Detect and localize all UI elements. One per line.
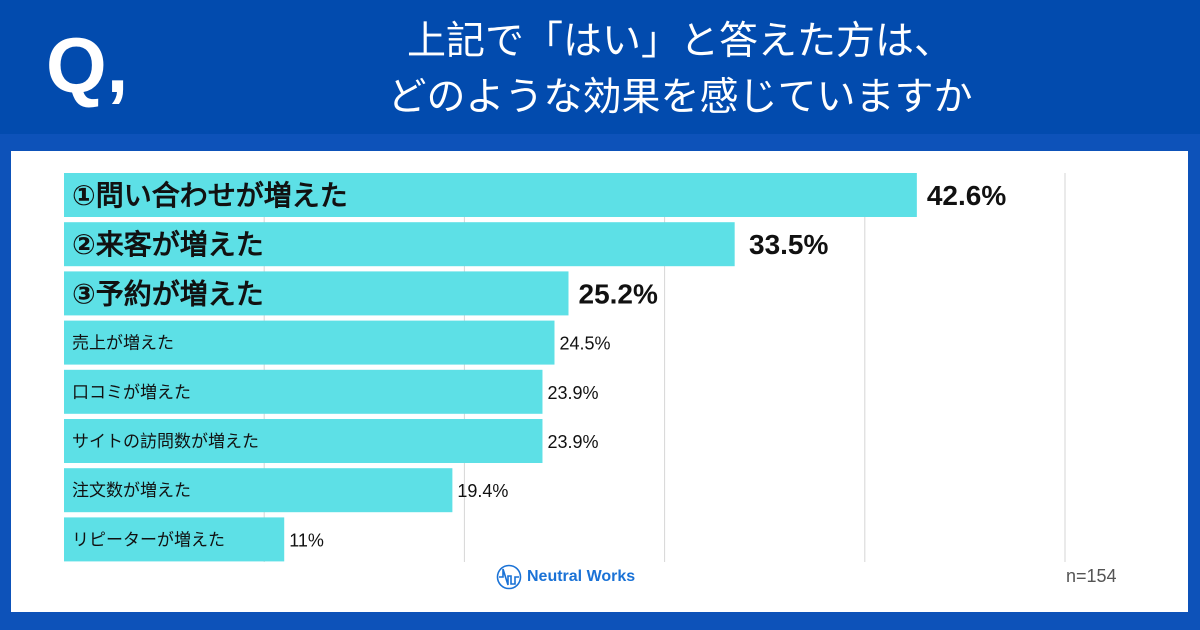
data-label: 24.5%	[559, 334, 610, 354]
bar	[64, 222, 735, 267]
bar	[64, 468, 453, 513]
data-label: 19.4%	[457, 481, 508, 501]
logo: Neutral Works	[496, 564, 635, 590]
bar	[64, 369, 543, 414]
category-label: リピーターが増えた	[72, 530, 225, 550]
data-label: 11%	[289, 530, 324, 550]
title-line-2: どのような効果を感じていますか	[387, 75, 973, 120]
question-title: 上記で「はい」と答えた方は、 どのような効果を感じていますか	[160, 14, 1200, 126]
title-line-1: 上記で「はい」と答えた方は、	[406, 19, 953, 64]
bar	[64, 320, 555, 365]
data-label: 33.5%	[749, 229, 828, 260]
bar	[64, 173, 917, 217]
category-label: ①問い合わせが増えた	[72, 179, 348, 212]
data-label: 25.2%	[579, 278, 658, 309]
data-label: 23.9%	[547, 432, 598, 452]
category-label: サイトの訪問数が増えた	[72, 432, 259, 452]
sample-size: n=154	[1066, 566, 1117, 586]
category-label: ②来客が増えた	[72, 228, 264, 261]
bar	[64, 419, 543, 463]
bar-chart: ①問い合わせが増えた 42.6% ②来客が増えた 33.5% ③予約が増えた 25.2% 売…	[64, 173, 1066, 562]
question-mark: Q,	[46, 21, 129, 109]
bar	[64, 271, 569, 316]
category-label: ③予約が増えた	[72, 277, 264, 310]
data-label: 23.9%	[547, 383, 598, 403]
logo-icon	[496, 564, 522, 590]
header: Q, 上記で「はい」と答えた方は、 どのような効果を感じていますか	[0, 0, 1200, 134]
category-label: 注文数が増えた	[72, 481, 191, 501]
chart-panel: ①問い合わせが増えた 42.6% ②来客が増えた 33.5% ③予約が増えた 25.2% 売…	[11, 151, 1188, 612]
data-label: 42.6%	[927, 180, 1006, 211]
bar	[64, 517, 285, 562]
category-label: 口コミが増えた	[72, 383, 191, 403]
logo-text: Neutral Works	[527, 568, 636, 585]
category-label: 売上が増えた	[72, 334, 174, 354]
